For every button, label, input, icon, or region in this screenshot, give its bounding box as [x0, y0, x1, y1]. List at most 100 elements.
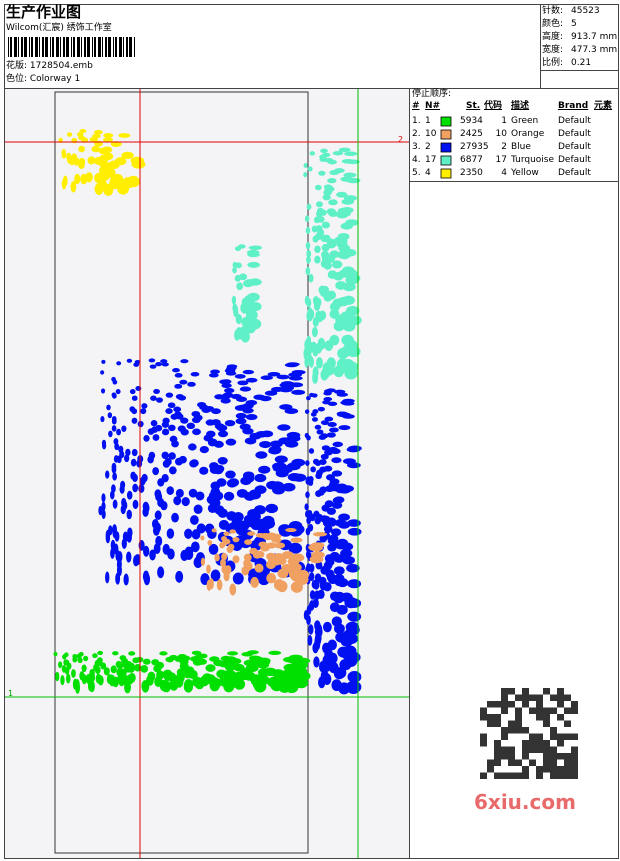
petal	[335, 486, 347, 494]
petal	[231, 540, 243, 551]
petal	[105, 571, 110, 584]
qr-cell	[571, 701, 578, 708]
petal	[329, 551, 340, 561]
petal	[188, 443, 197, 451]
petal	[313, 216, 321, 224]
petal	[282, 482, 296, 492]
petal	[100, 416, 105, 423]
petal	[235, 396, 248, 402]
title: 生产作业图	[6, 3, 82, 21]
cell: 10	[425, 129, 437, 139]
petal	[330, 448, 341, 455]
petal	[314, 424, 322, 430]
petal	[316, 429, 324, 435]
petal	[289, 563, 302, 573]
petal	[240, 304, 250, 314]
petal	[193, 556, 203, 569]
petal	[276, 374, 290, 380]
petal	[118, 133, 131, 138]
stat-label: 比例:	[542, 58, 564, 68]
petal	[87, 677, 94, 689]
petal	[243, 553, 252, 562]
petal	[324, 648, 334, 660]
petal	[172, 368, 180, 373]
petal	[246, 249, 260, 255]
petal	[130, 458, 137, 467]
petal	[306, 335, 312, 347]
petal	[183, 679, 194, 691]
cell: Default	[558, 116, 591, 126]
petal	[245, 399, 258, 406]
barcode-bar	[94, 37, 96, 57]
petal	[64, 666, 70, 675]
petal	[113, 438, 119, 446]
petal	[315, 472, 323, 480]
petal	[271, 537, 282, 543]
barcode-bar	[129, 37, 132, 57]
petal	[174, 676, 184, 688]
petal	[200, 557, 206, 566]
petal	[154, 510, 162, 521]
petal	[216, 579, 223, 591]
petal	[244, 491, 256, 501]
column-header: 元素	[594, 101, 613, 111]
petal	[206, 564, 211, 574]
petal	[340, 549, 353, 558]
petal	[323, 465, 333, 472]
petal	[309, 563, 315, 573]
petal	[78, 651, 84, 657]
petal	[160, 359, 168, 364]
petal	[311, 579, 318, 589]
color-swatch	[440, 129, 452, 140]
barcode-bar	[56, 37, 59, 57]
petal	[317, 589, 325, 600]
qr-cell	[522, 701, 529, 708]
petal	[311, 225, 318, 233]
cell: 17	[495, 155, 507, 165]
petal	[322, 194, 331, 201]
petal	[217, 424, 228, 432]
qr-cell	[487, 701, 494, 708]
petal	[94, 666, 101, 675]
petal	[238, 273, 248, 281]
petal	[105, 529, 111, 541]
petal	[332, 441, 344, 448]
petal	[264, 390, 278, 396]
petal	[347, 445, 362, 452]
petal	[344, 151, 358, 156]
petal	[329, 301, 340, 312]
petal	[293, 666, 308, 676]
petal	[232, 555, 240, 564]
petal	[148, 358, 156, 363]
petal	[321, 250, 330, 259]
qr-cell	[571, 746, 578, 753]
petal	[117, 182, 130, 195]
cell: 10	[495, 129, 507, 139]
qr-cell	[550, 772, 557, 779]
petal	[248, 245, 263, 251]
qr-cell	[494, 720, 501, 727]
petal	[340, 222, 353, 230]
petal	[341, 198, 355, 205]
petal	[106, 404, 111, 411]
color-swatch	[440, 142, 452, 153]
petal	[275, 671, 290, 682]
petal	[81, 674, 87, 685]
qr-cell	[571, 733, 578, 740]
petal	[320, 453, 329, 460]
qr-cell	[557, 694, 564, 701]
petal	[307, 307, 313, 317]
petal	[105, 470, 110, 479]
petal	[108, 430, 113, 438]
petal	[141, 403, 148, 409]
petal	[281, 563, 293, 573]
petal	[347, 598, 362, 609]
petal	[267, 371, 281, 377]
petal	[324, 340, 334, 352]
petal	[347, 579, 362, 589]
petal	[338, 244, 351, 253]
qr-cell	[522, 772, 529, 779]
cell: 4	[501, 168, 507, 178]
cell: 5.	[412, 168, 421, 178]
petal	[78, 135, 85, 141]
